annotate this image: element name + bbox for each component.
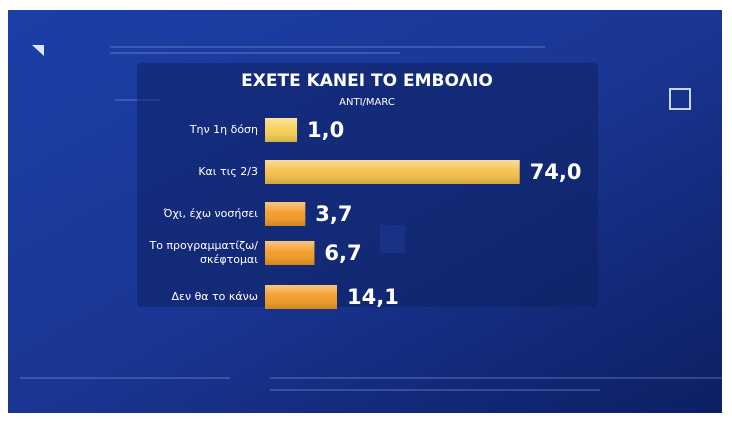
value-label: 14,1 xyxy=(347,285,399,309)
decor-triangle xyxy=(32,45,44,56)
category-label: Όχι, έχω νοσήσει xyxy=(163,207,259,220)
decor-square xyxy=(669,88,691,110)
bar-shine xyxy=(265,202,306,226)
decor-lines xyxy=(20,46,722,391)
category-label: Το προγραμματίζω/σκέφτομαι xyxy=(148,239,258,266)
category-label: Και τις 2/3 xyxy=(198,165,258,178)
chart-subtitle: ANTI/MARC xyxy=(339,97,395,108)
value-label: 74,0 xyxy=(530,160,582,184)
chart-title: ΕΧΕΤΕ ΚΑΝΕΙ ΤΟ ΕΜΒΟΛΙΟ xyxy=(241,71,493,91)
category-label: Δεν θα το κάνω xyxy=(171,290,258,303)
bar-shine xyxy=(265,118,298,142)
bar-shine xyxy=(265,241,315,265)
bar-shine xyxy=(265,285,338,309)
panel xyxy=(137,63,598,307)
category-label: Την 1η δόση xyxy=(189,123,258,136)
value-label: 6,7 xyxy=(324,241,361,265)
bar-shine xyxy=(265,160,520,184)
value-label: 3,7 xyxy=(315,202,352,226)
value-label: 1,0 xyxy=(307,118,344,142)
